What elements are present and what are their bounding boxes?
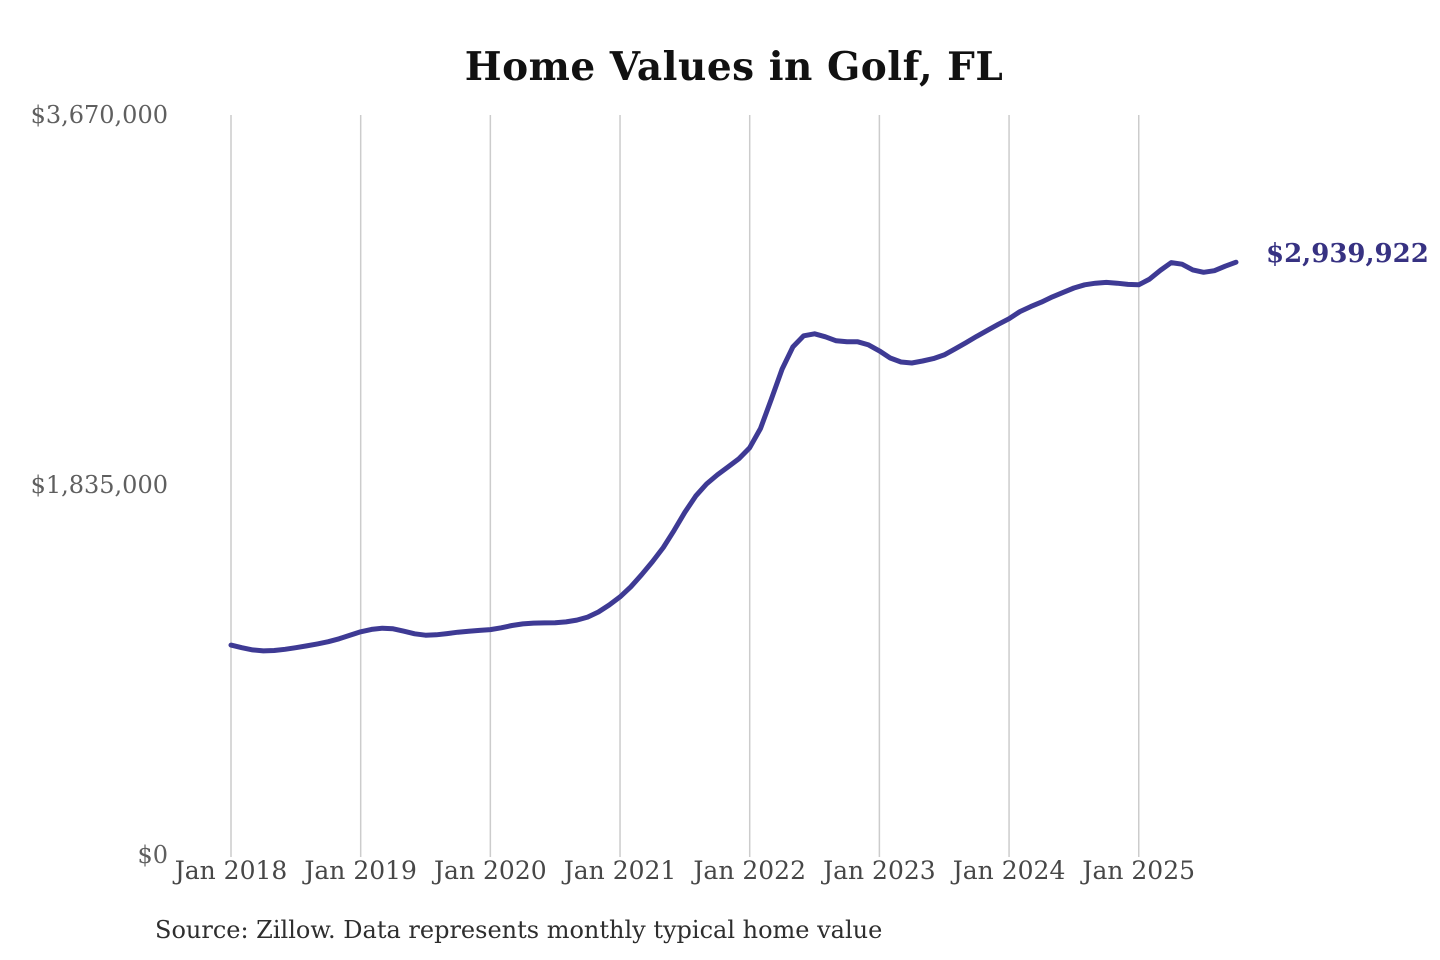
current-value-label: $2,939,922 [1266, 239, 1429, 270]
x-axis-label: Jan 2025 [1082, 856, 1196, 885]
gridlines [230, 115, 1140, 857]
x-axis-label: Jan 2019 [304, 856, 417, 885]
x-axis-label: Jan 2022 [693, 856, 806, 885]
y-axis-label: $3,670,000 [30, 101, 168, 129]
x-axis-label: Jan 2018 [174, 856, 288, 885]
home-value-line [228, 259, 1239, 654]
x-axis-label: Jan 2021 [563, 856, 677, 885]
page-title: Home Values in Golf, FL [464, 44, 1004, 90]
x-axis-label: Jan 2024 [952, 856, 1066, 885]
y-axis-label: $1,835,000 [30, 471, 168, 499]
y-axis-label: $0 [137, 841, 168, 869]
source-note: Source: Zillow. Data represents monthly … [155, 916, 883, 944]
x-axis-label: Jan 2020 [434, 856, 547, 885]
x-axis-label: Jan 2023 [823, 856, 936, 885]
